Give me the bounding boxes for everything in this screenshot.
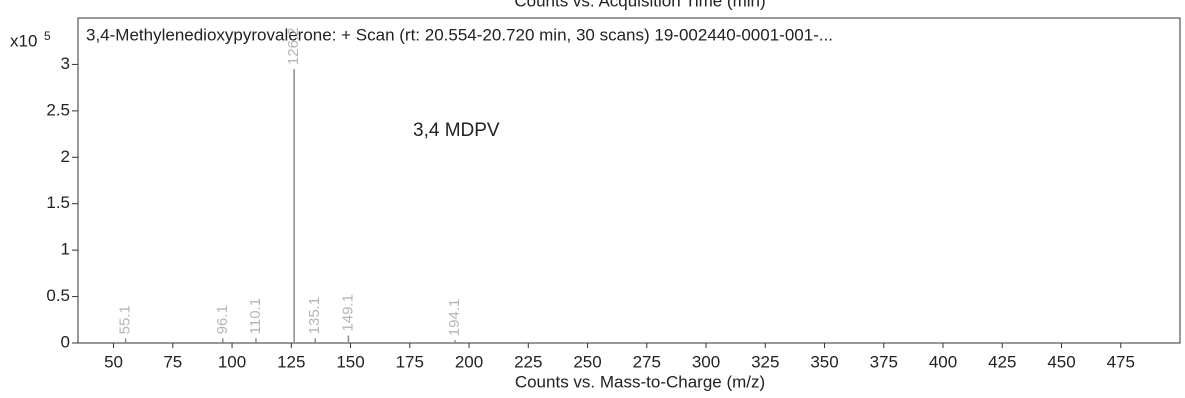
x-tick-label: 250 bbox=[573, 352, 601, 371]
chart-title: 3,4-Methylenedioxypyrovalerone: + Scan (… bbox=[86, 25, 833, 44]
x-tick-label: 425 bbox=[988, 352, 1016, 371]
x-tick-label: 275 bbox=[633, 352, 661, 371]
peak-label: 194.1 bbox=[446, 299, 463, 337]
y-tick-label: 3 bbox=[61, 54, 70, 73]
peak-label: 135.1 bbox=[306, 297, 323, 335]
x-tick-label: 150 bbox=[336, 352, 364, 371]
y-tick-label: 0.5 bbox=[46, 286, 70, 305]
x-tick-label: 325 bbox=[751, 352, 779, 371]
x-tick-label: 225 bbox=[514, 352, 542, 371]
x-axis-label: Counts vs. Mass-to-Charge (m/z) bbox=[515, 372, 765, 391]
x-tick-label: 100 bbox=[218, 352, 246, 371]
y-tick-label: 1 bbox=[61, 240, 70, 259]
plot-frame bbox=[77, 17, 1181, 344]
peak-label: 126.2 bbox=[285, 28, 302, 66]
y-tick-label: 2 bbox=[61, 147, 70, 166]
y-tick-label: 1.5 bbox=[46, 193, 70, 212]
y-tick-label: 2.5 bbox=[46, 100, 70, 119]
peak-label: 55.1 bbox=[117, 305, 134, 334]
x-tick-label: 200 bbox=[455, 352, 483, 371]
y-exponent: 5 bbox=[44, 29, 51, 43]
x-tick-label: 125 bbox=[277, 352, 305, 371]
x-tick-label: 175 bbox=[396, 352, 424, 371]
x-tick-label: 300 bbox=[692, 352, 720, 371]
x-tick-label: 50 bbox=[104, 352, 123, 371]
x-tick-label: 375 bbox=[870, 352, 898, 371]
y-tick-label: 0 bbox=[61, 332, 70, 351]
x-tick-label: 450 bbox=[1047, 352, 1075, 371]
header: Counts vs. Acquisition Time (min) bbox=[514, 0, 765, 10]
peak-label: 96.1 bbox=[214, 305, 231, 334]
x-tick-label: 350 bbox=[810, 352, 838, 371]
x-tick-label: 475 bbox=[1107, 352, 1135, 371]
y-multiplier: x10 bbox=[10, 31, 37, 50]
peak-label: 149.1 bbox=[339, 294, 356, 332]
annotation: 3,4 MDPV bbox=[413, 120, 500, 141]
x-tick-label: 75 bbox=[163, 352, 182, 371]
x-tick-label: 400 bbox=[929, 352, 957, 371]
peak-label: 110.1 bbox=[247, 298, 264, 334]
